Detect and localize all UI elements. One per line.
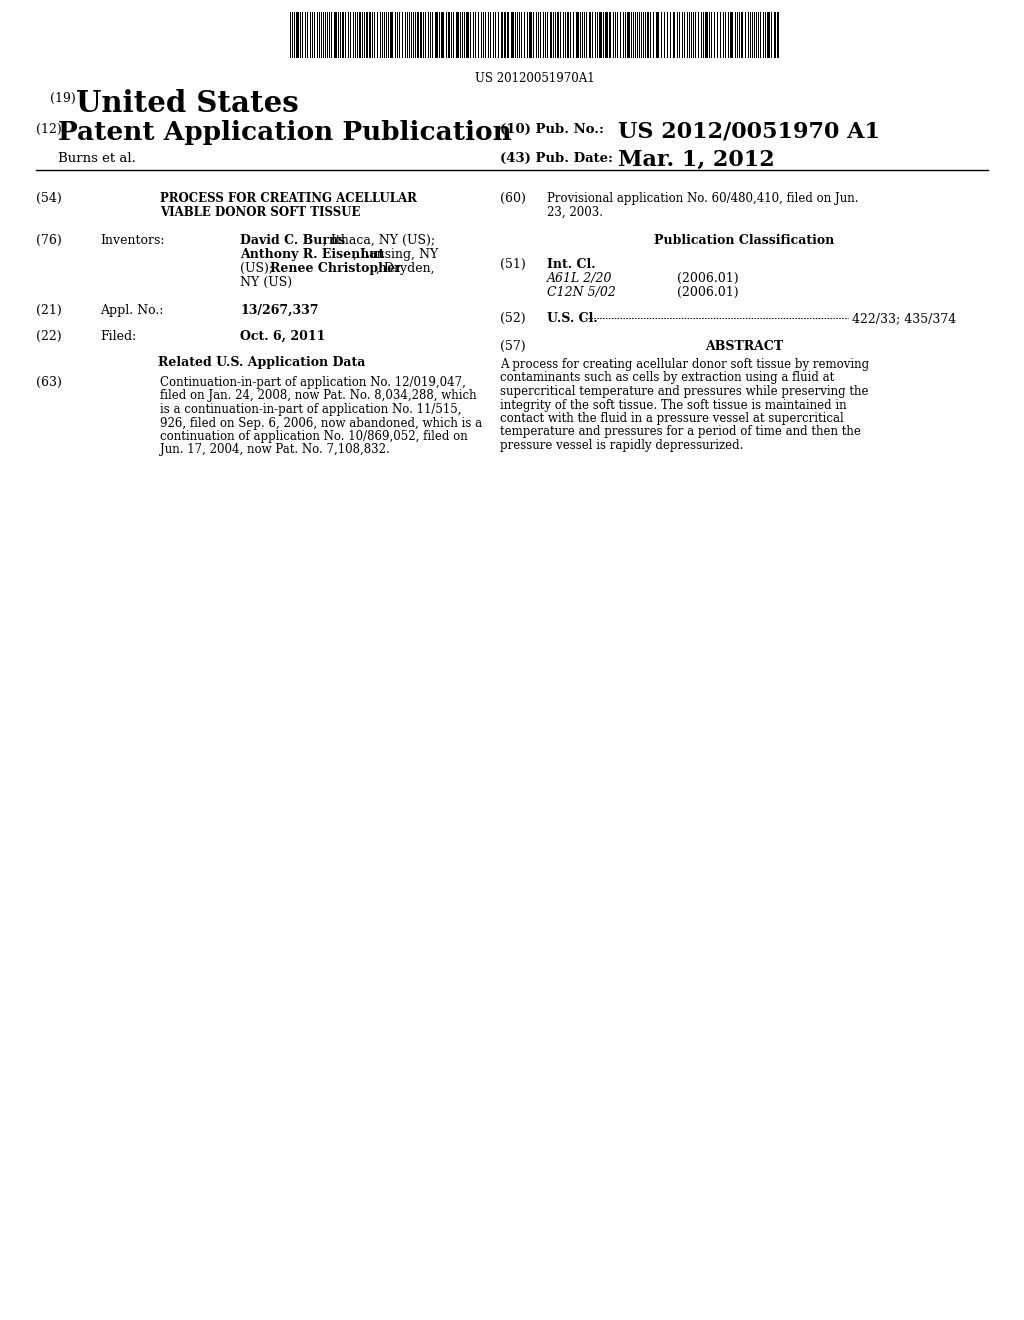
Bar xyxy=(511,12,514,58)
Text: Related U.S. Application Data: Related U.S. Application Data xyxy=(159,356,366,370)
Text: (76): (76) xyxy=(36,234,61,247)
Text: United States: United States xyxy=(76,88,299,117)
Bar xyxy=(575,12,579,58)
Text: (2006.01): (2006.01) xyxy=(677,286,738,300)
Bar xyxy=(605,12,608,58)
Text: is a continuation-in-part of application No. 11/515,: is a continuation-in-part of application… xyxy=(160,403,462,416)
Text: U.S. Cl.: U.S. Cl. xyxy=(547,312,598,325)
Text: continuation of application No. 10/869,052, filed on: continuation of application No. 10/869,0… xyxy=(160,430,468,444)
Bar xyxy=(366,12,368,58)
Bar xyxy=(501,12,503,58)
Bar xyxy=(369,12,371,58)
Bar xyxy=(741,12,743,58)
Bar xyxy=(557,12,559,58)
Bar xyxy=(627,12,630,58)
Text: (12): (12) xyxy=(36,123,61,136)
Bar xyxy=(507,12,509,58)
Bar xyxy=(417,12,419,58)
Bar xyxy=(359,12,361,58)
Text: supercritical temperature and pressures while preserving the: supercritical temperature and pressures … xyxy=(500,385,868,399)
Text: Publication Classification: Publication Classification xyxy=(654,234,835,247)
Text: A process for creating acellular donor soft tissue by removing: A process for creating acellular donor s… xyxy=(500,358,869,371)
Text: (21): (21) xyxy=(36,304,61,317)
Bar xyxy=(567,12,569,58)
Text: 23, 2003.: 23, 2003. xyxy=(547,206,603,219)
Text: Renee Christopher: Renee Christopher xyxy=(270,261,401,275)
Bar xyxy=(774,12,776,58)
Text: David C. Burns: David C. Burns xyxy=(240,234,345,247)
Text: Int. Cl.: Int. Cl. xyxy=(547,257,596,271)
Text: US 2012/0051970 A1: US 2012/0051970 A1 xyxy=(618,120,880,143)
Text: (54): (54) xyxy=(36,191,61,205)
Text: (19): (19) xyxy=(50,92,76,106)
Text: VIABLE DONOR SOFT TISSUE: VIABLE DONOR SOFT TISSUE xyxy=(160,206,360,219)
Text: (10) Pub. No.:: (10) Pub. No.: xyxy=(500,123,604,136)
Bar xyxy=(609,12,611,58)
Text: (22): (22) xyxy=(36,330,61,343)
Bar xyxy=(599,12,602,58)
Text: (51): (51) xyxy=(500,257,525,271)
Text: US 20120051970A1: US 20120051970A1 xyxy=(475,73,595,84)
Bar xyxy=(449,12,450,58)
Text: NY (US): NY (US) xyxy=(240,276,292,289)
Bar xyxy=(504,12,506,58)
Text: (52): (52) xyxy=(500,312,525,325)
Text: Appl. No.:: Appl. No.: xyxy=(100,304,164,317)
Bar xyxy=(529,12,532,58)
Text: contaminants such as cells by extraction using a fluid at: contaminants such as cells by extraction… xyxy=(500,371,835,384)
Text: , Dryden,: , Dryden, xyxy=(376,261,434,275)
Bar xyxy=(550,12,552,58)
Bar xyxy=(673,12,675,58)
Bar xyxy=(420,12,422,58)
Text: contact with the fluid in a pressure vessel at supercritical: contact with the fluid in a pressure ves… xyxy=(500,412,844,425)
Bar xyxy=(441,12,444,58)
Bar xyxy=(466,12,469,58)
Text: Burns et al.: Burns et al. xyxy=(58,152,136,165)
Text: ABSTRACT: ABSTRACT xyxy=(705,341,783,352)
Text: (63): (63) xyxy=(36,376,61,389)
Text: PROCESS FOR CREATING ACELLULAR: PROCESS FOR CREATING ACELLULAR xyxy=(160,191,417,205)
Text: 926, filed on Sep. 6, 2006, now abandoned, which is a: 926, filed on Sep. 6, 2006, now abandone… xyxy=(160,417,482,429)
Text: Mar. 1, 2012: Mar. 1, 2012 xyxy=(618,149,775,172)
Bar xyxy=(705,12,708,58)
Text: Patent Application Publication: Patent Application Publication xyxy=(58,120,512,145)
Bar xyxy=(296,12,299,58)
Text: A61L 2/20: A61L 2/20 xyxy=(547,272,612,285)
Bar xyxy=(767,12,770,58)
Text: (US);: (US); xyxy=(240,261,278,275)
Text: Anthony R. Eisenhut: Anthony R. Eisenhut xyxy=(240,248,384,261)
Text: , Lansing, NY: , Lansing, NY xyxy=(353,248,438,261)
Bar xyxy=(730,12,733,58)
Text: 13/267,337: 13/267,337 xyxy=(240,304,318,317)
Text: C12N 5/02: C12N 5/02 xyxy=(547,286,615,300)
Bar xyxy=(390,12,393,58)
Bar xyxy=(435,12,438,58)
Bar xyxy=(456,12,459,58)
Text: 422/33; 435/374: 422/33; 435/374 xyxy=(852,312,956,325)
Text: Inventors:: Inventors: xyxy=(100,234,165,247)
Text: , Ithaca, NY (US);: , Ithaca, NY (US); xyxy=(323,234,435,247)
Bar xyxy=(589,12,591,58)
Text: Provisional application No. 60/480,410, filed on Jun.: Provisional application No. 60/480,410, … xyxy=(547,191,858,205)
Text: Continuation-in-part of application No. 12/019,047,: Continuation-in-part of application No. … xyxy=(160,376,466,389)
Bar xyxy=(647,12,649,58)
Text: Filed:: Filed: xyxy=(100,330,136,343)
Text: Oct. 6, 2011: Oct. 6, 2011 xyxy=(240,330,326,343)
Text: (43) Pub. Date:: (43) Pub. Date: xyxy=(500,152,613,165)
Text: (57): (57) xyxy=(500,341,525,352)
Text: temperature and pressures for a period of time and then the: temperature and pressures for a period o… xyxy=(500,425,861,438)
Bar xyxy=(777,12,779,58)
Text: (60): (60) xyxy=(500,191,526,205)
Text: Jun. 17, 2004, now Pat. No. 7,108,832.: Jun. 17, 2004, now Pat. No. 7,108,832. xyxy=(160,444,390,457)
Bar xyxy=(334,12,337,58)
Bar xyxy=(342,12,344,58)
Text: filed on Jan. 24, 2008, now Pat. No. 8,034,288, which: filed on Jan. 24, 2008, now Pat. No. 8,0… xyxy=(160,389,476,403)
Text: pressure vessel is rapidly depressurized.: pressure vessel is rapidly depressurized… xyxy=(500,440,743,451)
Text: integrity of the soft tissue. The soft tissue is maintained in: integrity of the soft tissue. The soft t… xyxy=(500,399,847,412)
Bar xyxy=(656,12,659,58)
Text: (2006.01): (2006.01) xyxy=(677,272,738,285)
